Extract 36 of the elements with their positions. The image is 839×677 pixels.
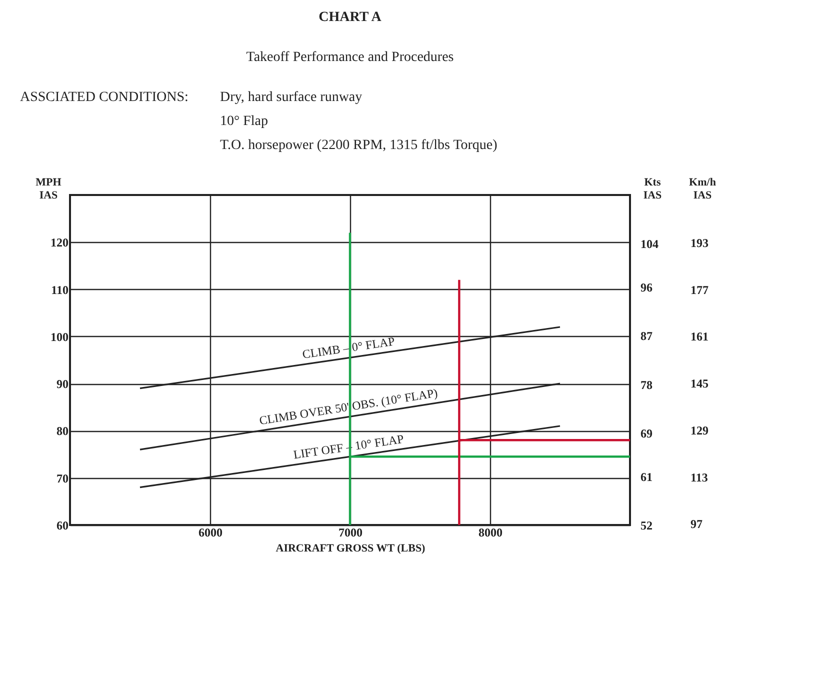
y2-axis-title: Kts IAS bbox=[643, 176, 662, 202]
y2-tick-label: 52 bbox=[640, 518, 652, 532]
text: Dry, hard surface runway bbox=[220, 90, 362, 105]
y-tick-label: 70 bbox=[56, 471, 68, 486]
y-tick-label: 120 bbox=[50, 236, 68, 250]
x-tick-label: 8000 bbox=[478, 526, 502, 540]
y-tick-label: 80 bbox=[56, 424, 68, 438]
y3-axis-title: Km/h IAS bbox=[689, 176, 716, 202]
y3-tick-label: 129 bbox=[690, 423, 708, 438]
y2-tick-label: 78 bbox=[640, 378, 652, 392]
y3-tick-label: 177 bbox=[690, 282, 708, 297]
y3-tick-label: 113 bbox=[690, 470, 708, 484]
y3-tick-label: 145 bbox=[690, 376, 708, 391]
x-axis-title: AIRCRAFT GROSS WT (LBS) bbox=[276, 542, 426, 554]
text: CLIMB OVER 50' OBS. (10° FLAP) bbox=[258, 386, 439, 428]
y3-tick-label: 97 bbox=[690, 517, 702, 532]
y-axis-title: MPH IAS bbox=[36, 176, 62, 202]
y2-tick-label: 96 bbox=[640, 280, 652, 294]
y3-tick-label: 193 bbox=[690, 236, 708, 250]
y2-tick-label: 104 bbox=[640, 237, 658, 252]
y2-tick-label: 69 bbox=[640, 426, 652, 441]
text: 10° Flap bbox=[220, 114, 268, 129]
y-tick-label: 100 bbox=[50, 330, 68, 344]
x-tick-label: 6000 bbox=[198, 526, 222, 540]
x-tick-label: 7000 bbox=[338, 526, 362, 540]
text: T.O. horsepower (2200 RPM, 1315 ft/lbs Torque) bbox=[220, 138, 498, 153]
text: CLIMB – 0° FLAP bbox=[301, 334, 396, 362]
y2-tick-label: 61 bbox=[640, 470, 652, 484]
chart-title: CHART A bbox=[318, 10, 382, 25]
y-tick-label: 110 bbox=[51, 282, 68, 297]
y3-tick-label: 161 bbox=[690, 330, 708, 344]
y-tick-label: 60 bbox=[56, 518, 68, 532]
y2-tick-label: 87 bbox=[640, 329, 652, 344]
text: ASSCIATED CONDITIONS: bbox=[20, 90, 188, 105]
y-tick-label: 90 bbox=[56, 377, 68, 392]
chart-subtitle: Takeoff Performance and Procedures bbox=[246, 50, 454, 65]
